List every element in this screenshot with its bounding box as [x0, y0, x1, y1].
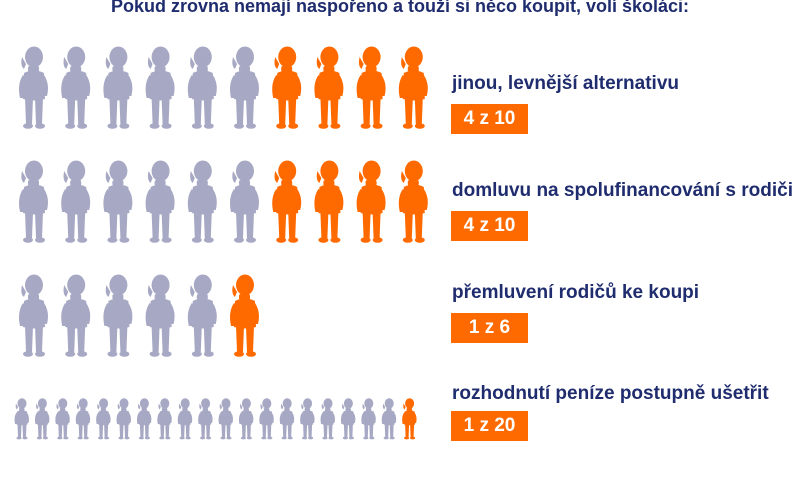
child-figure-icon-highlighted	[398, 46, 428, 129]
child-figure-icon	[19, 274, 48, 357]
child-figure-icon	[145, 46, 175, 129]
child-figure-icon	[187, 160, 217, 243]
child-figure-icon-highlighted	[356, 160, 386, 243]
row-label: rozhodnutí peníze postupně ušetřit	[452, 383, 769, 404]
child-figure-icon	[19, 160, 48, 243]
child-figure-icon	[157, 398, 172, 440]
child-figure-icon	[103, 274, 133, 357]
figures-persuade-parents	[19, 274, 259, 357]
figures-cheaper-alternative	[19, 46, 428, 129]
child-figure-icon	[230, 46, 259, 129]
ratio-badge: 4 z 10	[451, 104, 528, 134]
row-label: přemluvení rodičů ke koupi	[452, 282, 700, 303]
child-figure-icon-highlighted	[356, 46, 386, 129]
child-figure-icon-highlighted	[402, 398, 417, 440]
child-figure-icon	[238, 398, 254, 440]
child-figure-icon-highlighted	[272, 160, 302, 243]
child-figure-icon	[96, 398, 111, 440]
child-figure-icon	[259, 398, 274, 440]
child-figure-icon-highlighted	[314, 160, 344, 243]
child-figure-icon	[103, 160, 133, 243]
ratio-badge: 1 z 20	[451, 411, 528, 441]
figures-save-gradually	[14, 398, 417, 440]
child-figure-icon	[230, 160, 259, 243]
child-figure-icon	[61, 274, 91, 357]
child-figure-icon	[61, 46, 91, 129]
child-figure-icon	[187, 274, 217, 357]
child-figure-icon-highlighted	[314, 46, 344, 129]
child-figure-icon	[381, 398, 397, 440]
figures-co-financing	[19, 160, 428, 243]
child-figure-icon-highlighted	[230, 274, 259, 357]
child-figure-icon	[19, 46, 48, 129]
child-figure-icon	[198, 398, 213, 440]
child-figure-icon	[34, 398, 50, 440]
child-figure-icon	[145, 274, 175, 357]
row-label: domluvu na spolufinancování s rodiči	[452, 180, 793, 201]
child-figure-icon	[218, 398, 233, 440]
child-figure-icon	[300, 398, 315, 440]
ratio-badge: 1 z 6	[451, 313, 528, 343]
child-figure-icon	[320, 398, 335, 440]
chart-title: Pokud zrovna nemají naspořeno a touží si…	[110, 0, 690, 16]
child-figure-icon	[177, 398, 193, 440]
child-figure-icon	[187, 46, 217, 129]
child-figure-icon-highlighted	[272, 46, 302, 129]
child-figure-icon	[61, 160, 91, 243]
child-figure-icon	[361, 398, 376, 440]
child-figure-icon	[14, 398, 29, 440]
child-figure-icon	[75, 398, 91, 440]
child-figure-icon	[145, 160, 175, 243]
child-figure-icon	[103, 46, 133, 129]
child-figure-icon	[55, 398, 70, 440]
child-figure-icon	[136, 398, 152, 440]
row-label: jinou, levnější alternativu	[452, 73, 680, 94]
child-figure-icon	[279, 398, 295, 440]
ratio-badge: 4 z 10	[451, 211, 528, 241]
child-figure-icon	[340, 398, 356, 440]
child-figure-icon-highlighted	[398, 160, 428, 243]
child-figure-icon	[116, 398, 131, 440]
